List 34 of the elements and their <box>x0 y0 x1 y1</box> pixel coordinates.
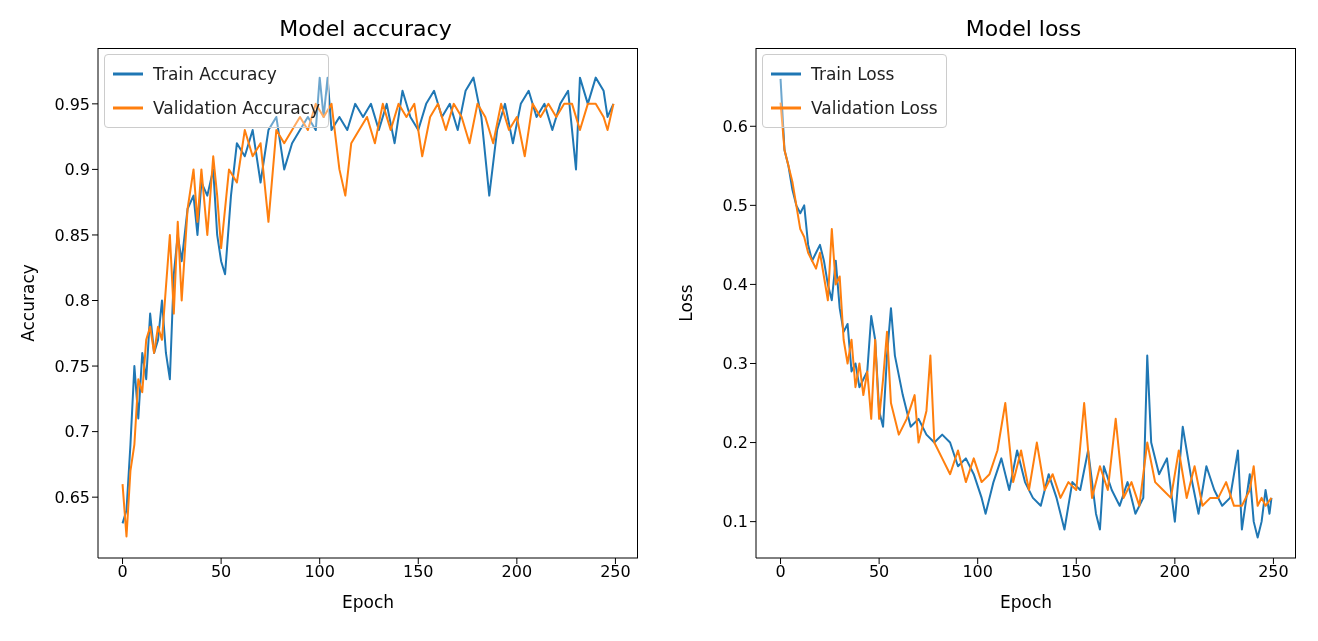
y-tick-label: 0.1 <box>722 512 748 532</box>
x-tick-label: 150 <box>403 562 434 582</box>
legend-label: Validation Loss <box>811 97 938 120</box>
legend-label: Train Accuracy <box>153 63 277 86</box>
y-axis-title: Accuracy <box>18 264 39 342</box>
legend-label: Train Loss <box>811 63 895 86</box>
chart-title: Model accuracy <box>278 16 453 41</box>
y-tick-label: 0.5 <box>722 196 748 216</box>
y-tick-label: 0.8 <box>64 291 90 311</box>
x-axis-title: Epoch <box>341 592 395 612</box>
y-axis-title: Loss <box>676 284 697 322</box>
y-tick-label: 0.7 <box>64 422 90 442</box>
y-tick-label: 0.3 <box>722 354 748 374</box>
x-tick-label: 200 <box>1159 562 1191 582</box>
x-tick-label: 100 <box>304 562 335 582</box>
x-tick-label: 100 <box>962 562 993 582</box>
x-tick-label: 50 <box>868 562 890 582</box>
y-tick-label: 0.95 <box>54 94 90 114</box>
x-tick-label: 150 <box>1061 562 1092 582</box>
x-tick-label: 50 <box>210 562 232 582</box>
y-tick-label: 0.2 <box>722 433 748 453</box>
x-tick-label: 200 <box>501 562 533 582</box>
x-tick-label: 0 <box>117 562 128 582</box>
x-tick-label: 0 <box>775 562 786 582</box>
y-tick-label: 0.4 <box>722 275 748 295</box>
y-tick-label: 0.9 <box>64 160 90 180</box>
x-axis-title: Epoch <box>999 592 1053 612</box>
x-tick-label: 250 <box>600 562 631 582</box>
y-tick-label: 0.85 <box>54 225 90 245</box>
chart-title: Model loss <box>964 16 1083 41</box>
x-tick-label: 250 <box>1258 562 1289 582</box>
y-tick-label: 0.75 <box>54 356 90 376</box>
y-tick-label: 0.65 <box>54 487 90 507</box>
y-tick-label: 0.6 <box>722 116 748 136</box>
